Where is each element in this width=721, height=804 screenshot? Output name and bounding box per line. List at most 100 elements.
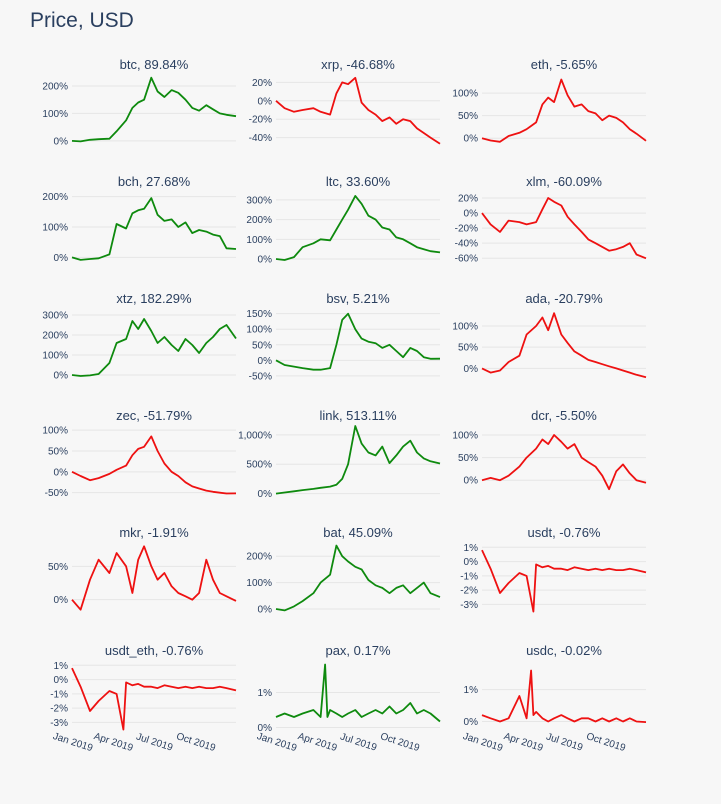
y-tick-label: 300% xyxy=(42,311,68,322)
y-tick-label: -1% xyxy=(50,689,68,700)
y-tick-label: 100% xyxy=(452,431,478,442)
series-line xyxy=(481,78,647,143)
y-tick-label: 100% xyxy=(452,321,478,332)
x-tick-label: Jul 2019 xyxy=(545,732,585,754)
y-tick-label: 0% xyxy=(464,557,479,568)
y-tick-label: 1% xyxy=(464,543,479,554)
subplot-title: dcr, -5.50% xyxy=(531,408,597,423)
series-line xyxy=(71,197,237,261)
y-tick-label: 1% xyxy=(258,688,273,699)
y-tick-label: 100% xyxy=(452,89,478,100)
subplot-title: btc, 89.84% xyxy=(120,57,189,72)
series-line xyxy=(481,312,647,379)
y-tick-label: -2% xyxy=(50,704,68,715)
y-tick-label: 0% xyxy=(54,253,69,264)
subplot-title: usdc, -0.02% xyxy=(526,643,602,658)
series-line xyxy=(71,76,237,143)
y-tick-label: -1% xyxy=(460,571,478,582)
subplot: bat, 45.09% 0% 100% 200% xyxy=(246,525,441,616)
y-tick-label: -40% xyxy=(249,133,272,144)
subplot: zec, -51.79% -50% 0% 50% 100% xyxy=(42,408,237,499)
subplot-title: link, 513.11% xyxy=(319,408,397,423)
y-tick-label: 200% xyxy=(42,331,68,342)
subplot-title: xrp, -46.68% xyxy=(321,57,395,72)
subplot: bsv, 5.21% -50% 0% 50% 100% 150% xyxy=(246,291,441,382)
y-tick-label: 50% xyxy=(458,453,478,464)
y-tick-label: 20% xyxy=(458,194,478,205)
y-tick-label: 100% xyxy=(246,235,272,246)
x-tick-label: Jul 2019 xyxy=(339,732,379,754)
y-tick-label: -3% xyxy=(50,718,68,729)
x-tick-label: Oct 2019 xyxy=(585,731,627,754)
subplot-title: ltc, 33.60% xyxy=(326,174,391,189)
y-tick-label: 0% xyxy=(464,476,479,487)
y-tick-label: 0% xyxy=(464,134,479,145)
series-line xyxy=(275,425,441,495)
subplot: ada, -20.79% 0% 50% 100% xyxy=(452,291,647,379)
y-tick-label: 100% xyxy=(42,109,68,120)
y-tick-label: 100% xyxy=(246,578,272,589)
y-tick-label: 0% xyxy=(464,209,479,220)
y-tick-label: 0% xyxy=(54,136,69,147)
series-line xyxy=(275,76,441,145)
y-tick-label: -20% xyxy=(249,115,272,126)
y-tick-label: 0% xyxy=(258,356,273,367)
y-tick-label: -50% xyxy=(249,371,272,382)
y-tick-label: 0% xyxy=(258,255,273,266)
subplot: xrp, -46.68% -40% -20% 0% 20% xyxy=(249,57,441,145)
subplot-title: usdt_eth, -0.76% xyxy=(105,643,204,658)
subplot: bch, 27.68% 0% 100% 200% xyxy=(42,174,237,264)
y-tick-label: 300% xyxy=(246,195,272,206)
subplot-title: pax, 0.17% xyxy=(325,643,390,658)
subplot-title: bch, 27.68% xyxy=(118,174,191,189)
y-tick-label: 200% xyxy=(246,552,272,563)
y-tick-label: 100% xyxy=(42,351,68,362)
y-tick-label: 50% xyxy=(48,447,68,458)
subplot-title: xlm, -60.09% xyxy=(526,174,602,189)
series-line xyxy=(481,549,647,613)
y-tick-label: -3% xyxy=(460,600,478,611)
y-tick-label: 200% xyxy=(42,192,68,203)
y-tick-label: 1,000% xyxy=(238,430,272,441)
subplot-title: zec, -51.79% xyxy=(116,408,192,423)
x-tick-label: Jan 2019 xyxy=(52,731,95,754)
subplot: usdt, -0.76% -3% -2% -1% 0% 1% xyxy=(460,525,647,613)
y-tick-label: -20% xyxy=(455,224,478,235)
y-tick-label: 100% xyxy=(42,223,68,234)
x-tick-label: Oct 2019 xyxy=(175,731,217,754)
y-tick-label: -50% xyxy=(45,488,68,499)
subplot: usdt_eth, -0.76% -3% -2% -1% 0% 1% Jan 2019Apr… xyxy=(50,643,237,754)
x-tick-label: Jul 2019 xyxy=(135,732,175,754)
subplot: xlm, -60.09% -60% -40% -20% 0% 20% xyxy=(455,174,647,265)
y-tick-label: 200% xyxy=(246,215,272,226)
y-tick-label: 1% xyxy=(464,685,479,696)
y-tick-label: 0% xyxy=(464,364,479,375)
y-tick-label: 200% xyxy=(42,81,68,92)
subplot: dcr, -5.50% 0% 50% 100% xyxy=(452,408,647,491)
y-tick-label: 150% xyxy=(246,309,272,320)
y-tick-label: 1% xyxy=(54,661,69,672)
subplot: ltc, 33.60% 0% 100% 200% 300% xyxy=(246,174,441,266)
series-line xyxy=(275,663,441,723)
subplot-title: xtz, 182.29% xyxy=(116,291,192,306)
y-tick-label: -60% xyxy=(455,254,478,265)
series-line xyxy=(481,669,647,723)
y-tick-label: 50% xyxy=(48,562,68,573)
y-tick-label: 50% xyxy=(458,343,478,354)
x-tick-label: Apr 2019 xyxy=(296,731,338,754)
y-tick-label: 0% xyxy=(54,371,69,382)
subplot-title: eth, -5.65% xyxy=(531,57,598,72)
y-tick-label: 100% xyxy=(246,325,272,336)
series-line xyxy=(275,312,441,371)
subplot-title: ada, -20.79% xyxy=(525,291,603,306)
y-tick-label: 0% xyxy=(258,96,273,107)
y-tick-label: 0% xyxy=(464,717,479,728)
series-line xyxy=(71,318,237,377)
series-line xyxy=(71,545,237,611)
y-tick-label: 50% xyxy=(458,111,478,122)
y-tick-label: -40% xyxy=(455,239,478,250)
subplot-title: bat, 45.09% xyxy=(323,525,393,540)
